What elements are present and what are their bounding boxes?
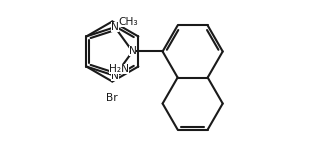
Text: Br: Br <box>106 93 118 103</box>
Text: N: N <box>111 71 119 81</box>
Text: N: N <box>111 22 119 32</box>
Text: H₂N: H₂N <box>109 64 129 74</box>
Text: N: N <box>129 47 137 56</box>
Text: CH₃: CH₃ <box>118 17 138 27</box>
